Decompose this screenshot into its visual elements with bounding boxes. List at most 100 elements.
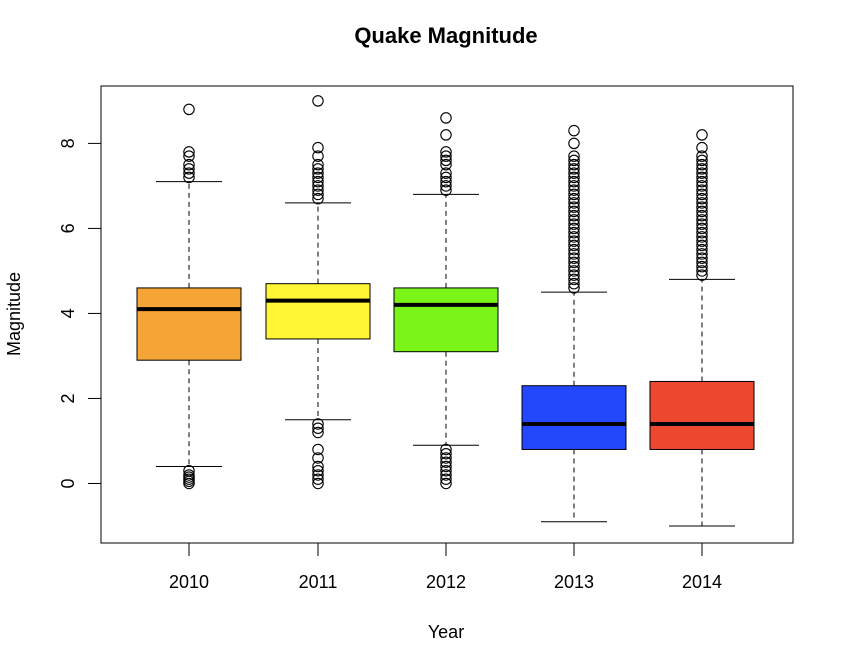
outlier-point [312, 422, 324, 434]
outlier-point [568, 197, 580, 209]
outlier-point [183, 171, 195, 184]
outlier-point [568, 192, 580, 205]
box-2012 [393, 112, 499, 490]
outlier-point [696, 175, 708, 188]
outlier-point [440, 469, 452, 481]
chart-title: Quake Magnitude [354, 23, 537, 48]
outlier-point [696, 252, 708, 264]
outlier-point [568, 205, 580, 218]
outlier-point [440, 477, 452, 490]
outlier-point [696, 192, 708, 205]
plot-frame [100, 85, 794, 544]
outlier-point [312, 426, 324, 439]
x-tick-label: 2013 [554, 572, 594, 592]
outlier-point [440, 154, 452, 167]
y-tick-label: 4 [58, 308, 78, 318]
outlier-point [440, 129, 452, 141]
outlier-point [312, 477, 324, 490]
outlier-point [312, 171, 324, 184]
outlier-point [568, 184, 580, 196]
outlier-point [312, 460, 324, 473]
outlier-point [696, 141, 708, 154]
x-tick-label: 2012 [426, 572, 466, 592]
outlier-point [568, 265, 580, 277]
iqr-box [136, 287, 242, 361]
box-2014 [649, 129, 755, 527]
outlier-point [696, 256, 708, 269]
outlier-point [440, 180, 452, 192]
iqr-box [265, 283, 371, 340]
outlier-point [696, 205, 708, 218]
box-2011 [265, 95, 371, 490]
outlier-point [568, 231, 580, 243]
x-axis-label: Year [428, 622, 464, 642]
outlier-point [440, 146, 452, 158]
y-axis: 0 2 4 6 8 [58, 138, 102, 488]
outlier-point [696, 158, 708, 171]
outlier-point [440, 112, 452, 124]
outlier-point [696, 167, 708, 179]
outlier-point [568, 226, 580, 239]
outlier-point [568, 175, 580, 188]
outlier-point [568, 256, 580, 269]
outlier-point [568, 235, 580, 247]
outlier-point [568, 201, 580, 213]
x-axis: 2010 2011 2012 2013 2014 [169, 542, 722, 592]
outlier-point [312, 188, 324, 201]
outlier-point [568, 180, 580, 192]
outlier-point [696, 188, 708, 201]
outlier-point [568, 188, 580, 201]
outlier-point [696, 260, 708, 273]
outlier-point [440, 473, 452, 485]
outlier-point [312, 141, 324, 154]
outlier-point [312, 469, 324, 481]
outlier-point [696, 171, 708, 184]
outlier-point [440, 158, 452, 171]
outlier-point [312, 158, 324, 171]
y-tick-label: 6 [58, 223, 78, 233]
outlier-point [568, 273, 580, 286]
outlier-point [440, 184, 452, 196]
outlier-point [440, 464, 452, 477]
outlier-point [312, 184, 324, 196]
iqr-box [393, 287, 499, 353]
outlier-point [568, 277, 580, 290]
box-2013 [521, 124, 627, 523]
outlier-point [696, 150, 708, 162]
outlier-point [312, 464, 324, 477]
outlier-point [696, 239, 708, 252]
outlier-point [440, 447, 452, 460]
outlier-point [696, 129, 708, 141]
outlier-point [696, 209, 708, 222]
outlier-point [696, 269, 708, 281]
outlier-point [568, 171, 580, 184]
outlier-point [568, 158, 580, 171]
outlier-point [696, 154, 708, 167]
outlier-point [696, 180, 708, 192]
outlier-point [568, 124, 580, 137]
outlier-point [183, 158, 195, 171]
outlier-point [440, 167, 452, 179]
outlier-point [696, 214, 708, 226]
outlier-point [312, 163, 324, 175]
outlier-point [696, 243, 708, 256]
outlier-point [568, 167, 580, 179]
outlier-point [183, 477, 195, 490]
outlier-point [568, 260, 580, 273]
outlier-point [568, 269, 580, 281]
outlier-point [696, 248, 708, 260]
outlier-point [440, 452, 452, 464]
iqr-box [649, 380, 755, 450]
outlier-point [696, 163, 708, 175]
outlier-point [312, 167, 324, 179]
outlier-point [440, 460, 452, 473]
x-tick-label: 2010 [169, 572, 209, 592]
outlier-point [696, 222, 708, 235]
outlier-point [696, 218, 708, 230]
outlier-point [568, 282, 580, 294]
y-tick-label: 2 [58, 393, 78, 403]
outlier-point [696, 184, 708, 196]
y-tick-label: 8 [58, 138, 78, 148]
outlier-point [312, 192, 324, 205]
